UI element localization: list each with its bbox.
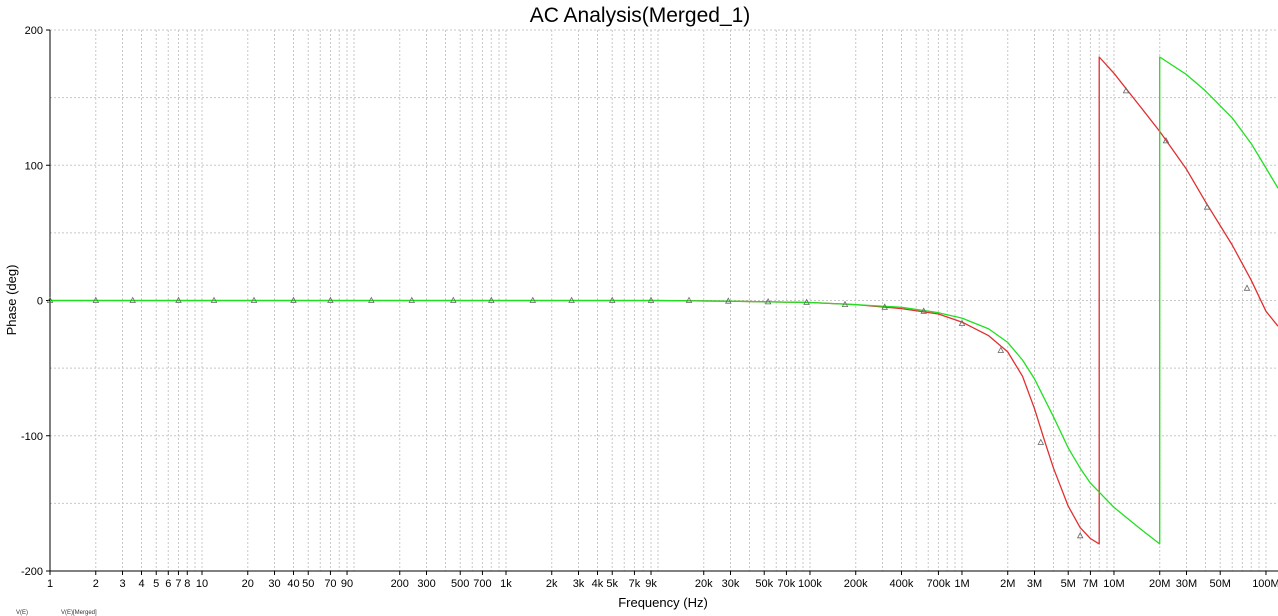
x-tick-label: 30M	[1176, 578, 1197, 590]
x-tick-label: 4k	[592, 578, 604, 590]
x-tick-label: 200	[391, 578, 409, 590]
x-tick-label: 3k	[573, 578, 585, 590]
data-point-marker	[408, 296, 416, 303]
y-tick-label: -200	[21, 566, 43, 578]
x-tick-label: 1	[47, 578, 53, 590]
data-point-marker	[958, 319, 966, 326]
x-tick-label: 3M	[1027, 578, 1042, 590]
x-tick-label: 10M	[1103, 578, 1124, 590]
x-tick-label: 50M	[1210, 578, 1231, 590]
x-tick-label: 7k	[629, 578, 641, 590]
x-tick-label: 700k	[926, 578, 950, 590]
data-point-marker	[1162, 137, 1170, 144]
x-tick-label: 2k	[546, 578, 558, 590]
x-tick-label: 5	[153, 578, 159, 590]
data-point-marker	[997, 346, 1005, 353]
x-tick-label: 6	[165, 578, 171, 590]
data-point-marker	[92, 296, 100, 303]
x-tick-label: 3	[119, 578, 125, 590]
chart-title: AC Analysis(Merged_1)	[530, 4, 751, 27]
data-point-marker	[250, 296, 258, 303]
x-tick-label: 100k	[798, 578, 822, 590]
y-axis-ticks: 200 100 0 -100 -200	[21, 25, 50, 578]
x-tick-label: 10	[196, 578, 208, 590]
x-tick-label: 200k	[844, 578, 868, 590]
data-point-marker	[725, 297, 732, 304]
data-point-marker	[841, 300, 849, 307]
x-axis-label: Frequency (Hz)	[618, 595, 708, 610]
x-tick-label: 70k	[778, 578, 796, 590]
x-tick-label: 100M	[1252, 578, 1278, 590]
data-point-marker	[685, 296, 693, 303]
x-tick-label: 20k	[695, 578, 713, 590]
series-line	[50, 56, 1278, 545]
series-lines	[50, 56, 1278, 545]
data-point-marker	[920, 307, 927, 314]
x-tick-label: 7	[175, 578, 181, 590]
legend-entry: V(E)	[16, 610, 28, 616]
x-tick-label: 8	[184, 578, 190, 590]
x-tick-label: 7M	[1083, 578, 1098, 590]
x-tick-label: 9k	[645, 578, 657, 590]
data-point-marker	[764, 298, 772, 305]
series-markers	[46, 87, 1251, 539]
y-tick-label: 100	[25, 160, 43, 172]
data-point-marker	[529, 296, 537, 303]
data-point-marker	[568, 296, 575, 303]
data-point-marker	[210, 296, 218, 303]
x-tick-label: 30	[268, 578, 280, 590]
x-tick-label: 70	[324, 578, 336, 590]
y-tick-label: -100	[21, 431, 43, 443]
x-tick-label: 30k	[722, 578, 740, 590]
data-point-marker	[327, 296, 334, 303]
x-tick-label: 400k	[890, 578, 914, 590]
x-tick-label: 40	[287, 578, 299, 590]
x-tick-label: 5k	[606, 578, 618, 590]
y-tick-label: 0	[37, 296, 43, 308]
data-point-marker	[1037, 438, 1045, 445]
x-tick-label: 2	[93, 578, 99, 590]
x-tick-label: 1k	[500, 578, 512, 590]
x-tick-label: 4	[138, 578, 144, 590]
data-point-marker	[488, 296, 495, 303]
x-axis-ticks: 1 2 3 4 5 6 7 8 10 20 30 40 50 70 90 200 300 500 700 1k 2k 3k…	[47, 571, 1278, 590]
data-point-marker	[881, 303, 888, 310]
x-tick-label: 2M	[1000, 578, 1015, 590]
x-tick-label: 90	[341, 578, 353, 590]
x-tick-label: 300	[417, 578, 435, 590]
data-point-marker	[46, 296, 54, 303]
data-point-marker	[129, 296, 136, 303]
data-point-marker	[175, 296, 182, 303]
data-point-marker	[368, 296, 375, 303]
y-tick-label: 200	[25, 25, 43, 37]
x-tick-label: 20	[242, 578, 254, 590]
x-tick-label: 1M	[954, 578, 969, 590]
x-tick-label: 50k	[755, 578, 773, 590]
data-point-marker	[1203, 203, 1211, 210]
data-point-marker	[647, 296, 655, 303]
x-tick-label: 500	[451, 578, 469, 590]
data-point-marker	[290, 296, 297, 303]
x-tick-label: 20M	[1149, 578, 1170, 590]
data-point-marker	[450, 296, 457, 303]
y-axis-label: Phase (deg)	[4, 265, 19, 336]
data-point-marker	[1076, 531, 1084, 539]
data-point-marker	[1243, 284, 1251, 291]
x-tick-label: 50	[302, 578, 314, 590]
x-tick-label: 700	[473, 578, 491, 590]
legend: V(E) V(E)[Merged]	[16, 610, 97, 616]
data-point-marker	[608, 296, 616, 303]
data-point-marker	[1122, 87, 1130, 94]
x-tick-label: 5M	[1061, 578, 1076, 590]
legend-entry: V(E)[Merged]	[61, 610, 97, 616]
data-point-marker	[803, 298, 810, 305]
